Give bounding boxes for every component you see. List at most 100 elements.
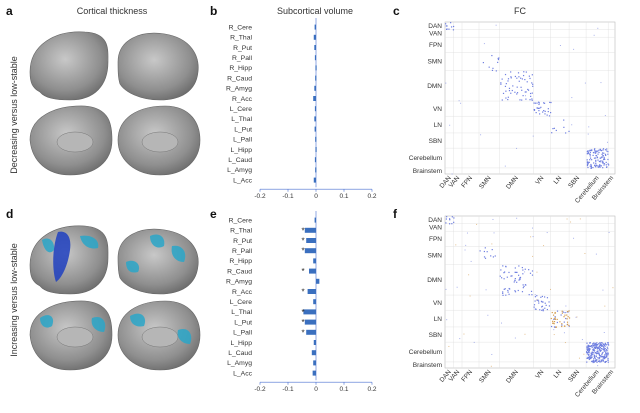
fc-connection (591, 353, 593, 355)
fc-connection (524, 333, 526, 335)
fc-connection (502, 92, 505, 95)
fc-connection (602, 349, 605, 351)
fc-connection (595, 356, 597, 358)
title-subcortical-volume: Subcortical volume (277, 6, 353, 16)
fc-connection (453, 217, 455, 219)
fc-connection (586, 151, 588, 153)
fc-connection (595, 163, 597, 165)
fc-connection (553, 318, 555, 320)
fc-row-label: Cerebellum (409, 155, 442, 162)
fc-connection (564, 342, 566, 344)
fc-connection (501, 99, 503, 101)
fc-connection (599, 361, 601, 363)
fc-connection (507, 78, 510, 80)
fc-connection (600, 348, 603, 350)
fc-connection (600, 349, 602, 352)
fc-connection (506, 276, 508, 278)
fc-connection (527, 89, 530, 91)
fc-connection (596, 150, 598, 152)
fc-connection (568, 310, 570, 312)
fc-connection (588, 161, 590, 163)
fc-connection (604, 361, 606, 363)
fc-connection (453, 221, 455, 223)
fc-connection (597, 350, 599, 353)
bar (315, 147, 317, 152)
fc-connection (602, 346, 605, 348)
x-tick-label: 0 (314, 193, 318, 200)
bar (313, 177, 316, 183)
fc-connection (532, 85, 534, 87)
fc-connection (446, 216, 448, 218)
fc-connection (594, 150, 596, 152)
fc-connection (544, 302, 546, 304)
fc-connection (601, 360, 603, 362)
fc-connection (487, 314, 489, 316)
fc-matrix-f: DANVANFPNSMNDMNVNLNSBNCerebellumBrainste… (409, 215, 616, 399)
fc-connection (602, 359, 604, 361)
fc-connection (525, 91, 527, 93)
fc-connection (588, 150, 590, 152)
fc-connection (587, 354, 590, 356)
fc-connection (598, 353, 600, 356)
fc-connection (604, 158, 606, 161)
fc-connection (603, 343, 605, 346)
fc-connection (589, 342, 591, 344)
fc-connection (445, 82, 447, 84)
fc-connection (459, 338, 461, 340)
fc-connection (544, 110, 546, 112)
fc-connection (541, 301, 543, 303)
brain-lateral-right-a (117, 32, 199, 101)
fc-connection (603, 332, 605, 334)
fc-connection (491, 249, 493, 251)
fc-connection (608, 164, 610, 166)
fc-connection (552, 314, 555, 316)
fc-connection (592, 166, 594, 169)
fc-connection (581, 339, 583, 341)
fc-connection (607, 357, 609, 360)
fc-connection (607, 151, 609, 153)
fc-connection (586, 347, 588, 349)
fc-connection (593, 345, 595, 347)
significance-star: * (301, 237, 304, 246)
fc-connection (595, 166, 597, 168)
brain-lateral-right-d (117, 228, 199, 295)
fc-connection (544, 307, 546, 309)
region-label: R_Caud (227, 75, 252, 82)
fc-connection (491, 243, 493, 245)
fc-connection (531, 98, 533, 100)
fc-connection (530, 95, 532, 97)
fc-connection (590, 357, 592, 359)
fc-connection (589, 345, 592, 348)
fc-connection (596, 342, 598, 344)
fc-connection (593, 352, 595, 354)
fc-connection (586, 351, 588, 353)
fc-connection (561, 323, 563, 325)
fc-matrix-frame (444, 21, 616, 175)
region-label: R_Acc (232, 96, 253, 103)
fc-connection (591, 149, 593, 152)
brain-renders-a (29, 31, 201, 176)
fc-row-label: LN (434, 316, 443, 323)
region-label: R_Acc (232, 289, 253, 296)
x-tick-label: 0.1 (339, 386, 348, 393)
fc-connection (587, 357, 589, 359)
bar (314, 217, 316, 223)
fc-connection (516, 92, 519, 94)
fc-row-label: SBN (429, 332, 443, 339)
fc-connection (595, 161, 597, 163)
fc-connection (519, 99, 521, 101)
fc-connection (446, 319, 448, 321)
bar (303, 309, 316, 315)
fc-connection (607, 141, 609, 143)
fc-connection (499, 275, 501, 277)
fc-connection (602, 345, 604, 347)
fc-connection (531, 294, 533, 296)
fc-connection (603, 348, 605, 351)
fc-connection (560, 314, 562, 316)
bar (314, 126, 316, 132)
fc-connection (595, 154, 597, 157)
fc-connection (554, 326, 556, 328)
fc-connection (546, 308, 548, 311)
fc-connection (536, 102, 538, 104)
fc-connection (463, 333, 465, 335)
